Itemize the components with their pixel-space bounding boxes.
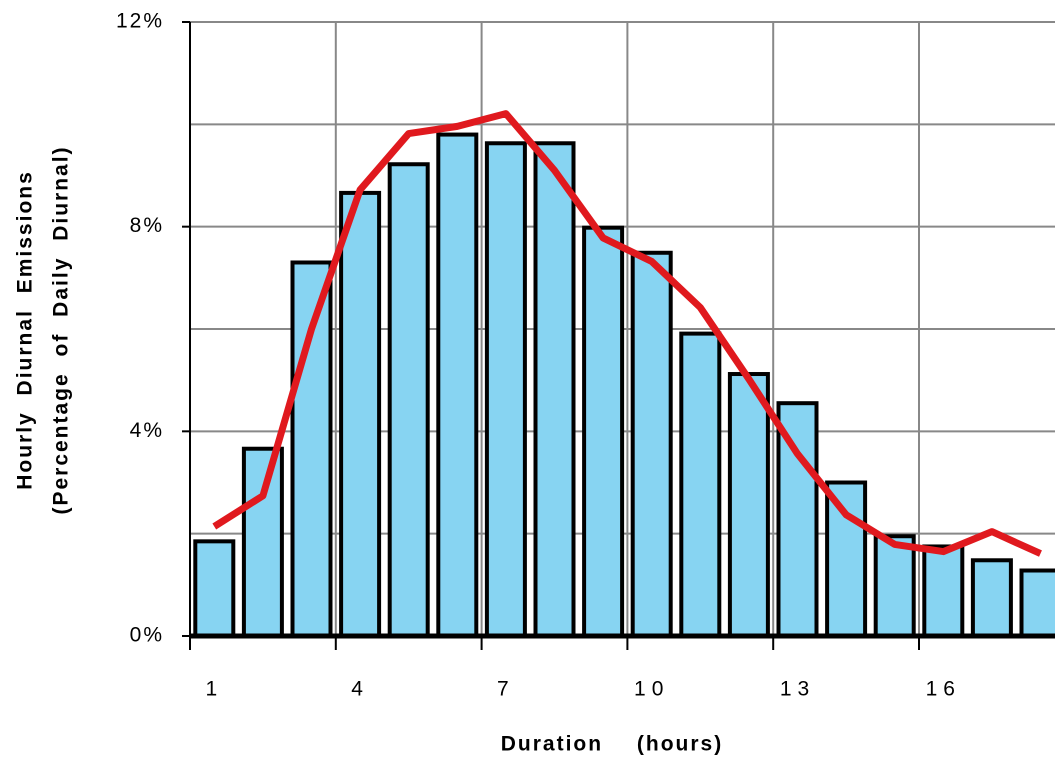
bar (825, 480, 868, 638)
bar (339, 190, 382, 638)
bar (922, 544, 965, 638)
bar (533, 141, 576, 638)
x-tick-label: 16 (926, 678, 961, 701)
line (212, 110, 1042, 557)
bar (387, 162, 430, 638)
y-tick-label: 0% (130, 624, 164, 647)
bar (193, 539, 236, 639)
x-axis-title: Duration (hours) (501, 733, 723, 756)
y-tick-label: 8% (130, 214, 164, 237)
x-tick-label: 13 (780, 678, 815, 701)
x-tick-label: 10 (634, 678, 669, 701)
bar (436, 132, 479, 638)
x-tick-label: 7 (497, 678, 515, 701)
bar (630, 250, 673, 639)
x-tick-label: 4 (351, 678, 369, 701)
y-axis-title: (Percentage of Daily Diurnal) (50, 145, 73, 514)
bar (241, 446, 284, 639)
x-tick-label: 1 (205, 678, 223, 701)
bar (727, 372, 770, 638)
bar (582, 225, 625, 638)
bar (970, 558, 1013, 638)
bar (484, 141, 527, 638)
bar (679, 331, 722, 638)
y-tick-label: 4% (130, 419, 164, 442)
y-axis-title: Hourly Diurnal Emissions (14, 170, 37, 490)
bar (873, 534, 916, 638)
y-tick-label: 12% (116, 10, 164, 33)
bar (1019, 568, 1055, 638)
